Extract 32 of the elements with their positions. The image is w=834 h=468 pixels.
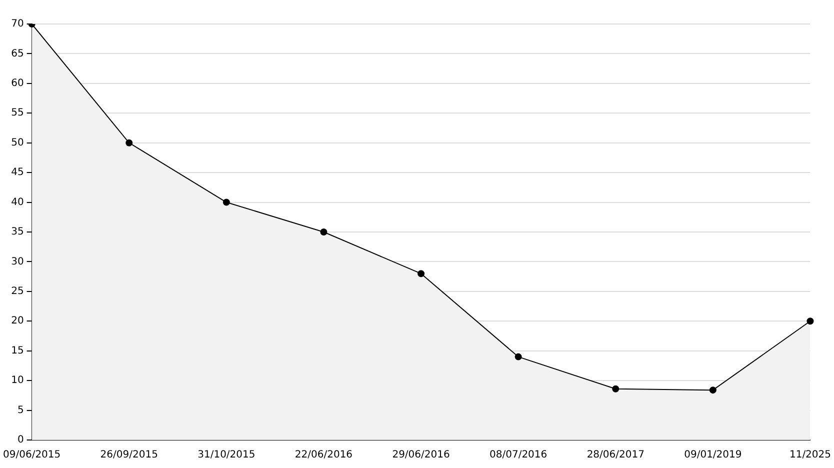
y-tick-label: 10 [11,375,24,386]
y-tick-label: 5 [17,404,24,416]
y-tick-label: 20 [11,316,24,327]
y-tick-label: 25 [11,286,24,298]
y-tick-label: 40 [11,196,24,208]
y-tick-label: 65 [11,48,24,60]
point [418,270,425,278]
y-tick-label: 45 [11,167,24,178]
x-tick-label: 11/2025 [789,450,831,461]
point [612,385,620,392]
x-tick-label: 08/07/2016 [490,450,548,461]
point [514,353,522,360]
x-tick-label: 26/09/2015 [100,450,158,461]
x-tick-label: 09/01/2019 [684,450,742,461]
point [222,198,230,206]
y-tick-label: 35 [11,226,24,238]
x-tick-label: 22/06/2016 [294,450,353,461]
x-tick-label: 29/06/2016 [392,450,450,461]
y-tick-label: 60 [11,78,24,90]
x-tick-label: 28/06/2017 [586,450,644,461]
y-tick-label: 30 [11,256,24,268]
point [126,139,133,146]
point [320,228,328,236]
point [806,318,814,325]
y-tick-label: 55 [11,108,24,119]
x-tick-label: 09/06/2015 [3,450,61,461]
point [709,386,716,394]
y-tick-label: 15 [11,345,24,356]
x-tick-label: 31/10/2015 [198,450,256,461]
y-tick-label: 0 [17,434,24,446]
y-tick-label: 70 [11,18,24,30]
y-tick-label: 50 [11,137,24,148]
